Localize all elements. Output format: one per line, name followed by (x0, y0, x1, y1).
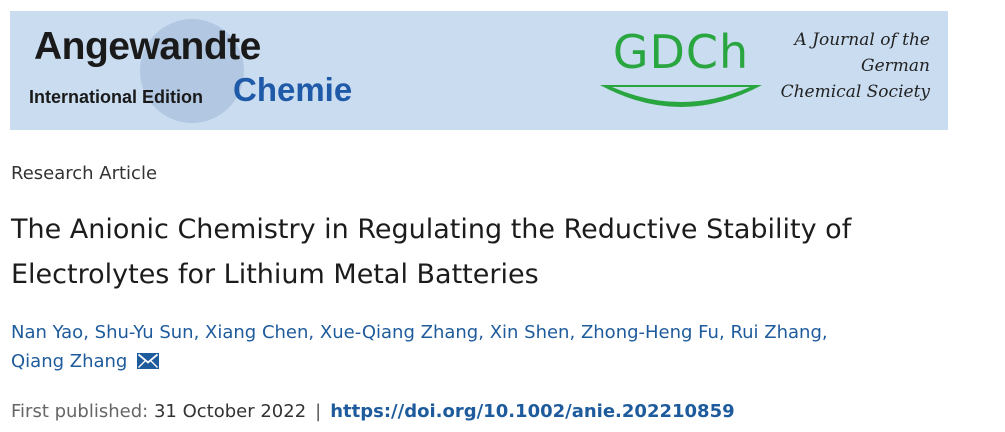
author-link[interactable]: Nan Yao (11, 322, 84, 343)
author-separator: , (718, 322, 725, 343)
author-separator: , (308, 322, 315, 343)
author-link[interactable]: Zhong-Heng Fu (580, 322, 719, 343)
publication-info: First published: 31 October 2022 | https:/… (11, 401, 735, 422)
article-type: Research Article (11, 163, 158, 184)
published-date: 31 October 2022 (153, 401, 307, 422)
author-list: Nan Yao, Shu-Yu Sun, Xiang Chen, Xue-Qia… (11, 318, 971, 376)
article-title: The Anionic Chemistry in Regulating the … (11, 214, 852, 290)
society-description: A Journal of the German Chemical Society (781, 27, 930, 105)
society-desc-line: A Journal of the (794, 30, 930, 50)
society-desc-line: Chemical Society (780, 82, 930, 102)
author-separator: , (821, 322, 828, 343)
journal-logo-title: Angewandte (34, 25, 261, 68)
author-separator: , (569, 322, 576, 343)
published-label: First published: (11, 401, 149, 422)
author-link[interactable]: Rui Zhang (730, 322, 822, 343)
author-link[interactable]: Qiang Zhang (11, 351, 128, 372)
society-desc-line: German (861, 56, 930, 76)
author-link[interactable]: Xue-Qiang Zhang (319, 322, 479, 343)
author-separator: , (83, 322, 89, 343)
envelope-icon[interactable] (137, 353, 160, 369)
author-link[interactable]: Xin Shen (489, 322, 570, 343)
info-separator: | (315, 401, 322, 422)
author-separator: , (478, 322, 484, 343)
logo-circle-graphic (140, 19, 244, 123)
journal-logo-edition: International Edition (29, 87, 203, 107)
author-link[interactable]: Xiang Chen (205, 322, 309, 343)
journal-banner: Angewandte International Edition Chemie … (10, 11, 948, 130)
journal-logo-subtitle: Chemie (233, 71, 353, 108)
author-link[interactable]: Shu-Yu Sun (94, 322, 194, 343)
gdch-logo: GDCh (586, 25, 776, 121)
author-separator: , (193, 322, 200, 343)
gdch-logo-text: GDCh (612, 25, 750, 79)
doi-link[interactable]: https://doi.org/10.1002/anie.202210859 (330, 401, 735, 422)
gdch-arc-icon (600, 85, 762, 107)
